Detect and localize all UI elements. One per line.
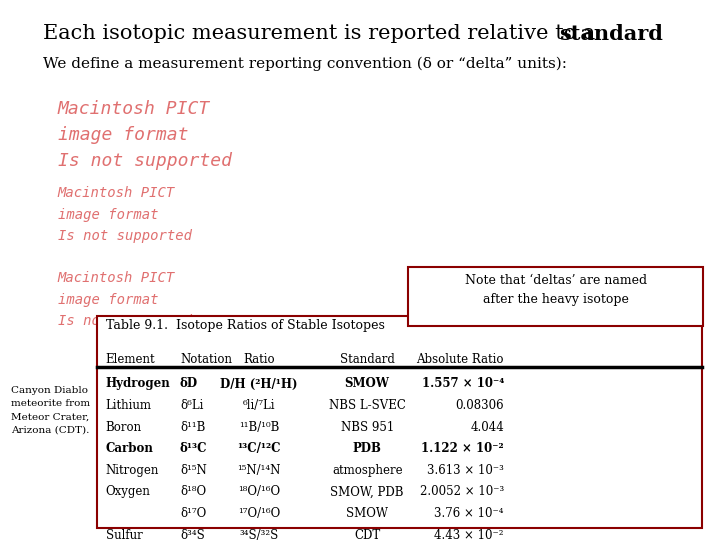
- Text: Hydrogen: Hydrogen: [106, 377, 171, 390]
- Text: image format: image format: [58, 293, 158, 307]
- Text: Absolute Ratio: Absolute Ratio: [416, 353, 504, 366]
- Text: ¹¹B/¹⁰B: ¹¹B/¹⁰B: [239, 421, 279, 434]
- Text: atmosphere: atmosphere: [332, 464, 402, 477]
- Text: Is not supported: Is not supported: [58, 152, 232, 170]
- Text: δ¹⁷O: δ¹⁷O: [180, 507, 206, 520]
- Text: ¹⁵N/¹⁴N: ¹⁵N/¹⁴N: [238, 464, 281, 477]
- Text: δ⁶Li: δ⁶Li: [180, 399, 203, 412]
- Text: 1.557 × 10⁻⁴: 1.557 × 10⁻⁴: [422, 377, 504, 390]
- Text: 3.76 × 10⁻⁴: 3.76 × 10⁻⁴: [434, 507, 504, 520]
- Text: δ³⁴S: δ³⁴S: [180, 529, 204, 540]
- Text: 4.044: 4.044: [470, 421, 504, 434]
- Text: δ¹¹B: δ¹¹B: [180, 421, 205, 434]
- Text: δ¹³C: δ¹³C: [180, 442, 207, 455]
- FancyBboxPatch shape: [408, 267, 703, 326]
- Text: PDB: PDB: [353, 442, 382, 455]
- Text: 2.0052 × 10⁻³: 2.0052 × 10⁻³: [420, 485, 504, 498]
- Text: 4.43 × 10⁻²: 4.43 × 10⁻²: [434, 529, 504, 540]
- Text: Table 9.1.  Isotope Ratios of Stable Isotopes: Table 9.1. Isotope Ratios of Stable Isot…: [106, 319, 384, 332]
- Text: Canyon Diablo
meteorite from
Meteor Crater,
Arizona (CDT).: Canyon Diablo meteorite from Meteor Crat…: [11, 386, 90, 435]
- Text: Macintosh PICT: Macintosh PICT: [58, 186, 175, 200]
- Text: D/H (²H/¹H): D/H (²H/¹H): [220, 377, 298, 390]
- Text: Sulfur: Sulfur: [106, 529, 143, 540]
- Text: Nitrogen: Nitrogen: [106, 464, 159, 477]
- Text: SMOW: SMOW: [346, 507, 388, 520]
- Text: image format: image format: [58, 126, 188, 144]
- Text: Carbon: Carbon: [106, 442, 153, 455]
- Text: standard: standard: [559, 24, 663, 44]
- Text: 0.08306: 0.08306: [455, 399, 504, 412]
- Text: Lithium: Lithium: [106, 399, 152, 412]
- Text: NBS L-SVEC: NBS L-SVEC: [329, 399, 405, 412]
- Text: Each isotopic measurement is reported relative to a: Each isotopic measurement is reported re…: [43, 24, 602, 43]
- Text: Is not supported: Is not supported: [58, 230, 192, 244]
- Text: Notation: Notation: [180, 353, 232, 366]
- Text: CDT: CDT: [354, 529, 380, 540]
- Text: We define a measurement reporting convention (δ or “delta” units):: We define a measurement reporting conven…: [43, 57, 567, 71]
- Text: Standard: Standard: [340, 353, 395, 366]
- Text: ³⁴S/³²S: ³⁴S/³²S: [240, 529, 279, 540]
- Text: Ratio: Ratio: [243, 353, 275, 366]
- Text: Is not supported: Is not supported: [58, 314, 192, 328]
- Text: ¹⁸O/¹⁶O: ¹⁸O/¹⁶O: [238, 485, 280, 498]
- Text: ⁶li/⁷Li: ⁶li/⁷Li: [243, 399, 276, 412]
- Text: image format: image format: [58, 208, 158, 222]
- Text: Macintosh PICT: Macintosh PICT: [58, 271, 175, 285]
- Text: Oxygen: Oxygen: [106, 485, 150, 498]
- Text: ¹³C/¹²C: ¹³C/¹²C: [238, 442, 281, 455]
- Text: SMOW: SMOW: [345, 377, 390, 390]
- Text: SMOW, PDB: SMOW, PDB: [330, 485, 404, 498]
- Text: 1.122 × 10⁻²: 1.122 × 10⁻²: [421, 442, 504, 455]
- Text: Macintosh PICT: Macintosh PICT: [58, 100, 210, 118]
- Text: δD: δD: [180, 377, 198, 390]
- Text: Note that ‘deltas’ are named
after the heavy isotope: Note that ‘deltas’ are named after the h…: [465, 274, 647, 306]
- Text: 3.613 × 10⁻³: 3.613 × 10⁻³: [427, 464, 504, 477]
- Text: NBS 951: NBS 951: [341, 421, 394, 434]
- FancyBboxPatch shape: [97, 316, 702, 528]
- Text: δ¹⁸O: δ¹⁸O: [180, 485, 206, 498]
- Text: Element: Element: [106, 353, 156, 366]
- Text: Boron: Boron: [106, 421, 142, 434]
- Text: δ¹⁵N: δ¹⁵N: [180, 464, 207, 477]
- Text: ¹⁷O/¹⁶O: ¹⁷O/¹⁶O: [238, 507, 280, 520]
